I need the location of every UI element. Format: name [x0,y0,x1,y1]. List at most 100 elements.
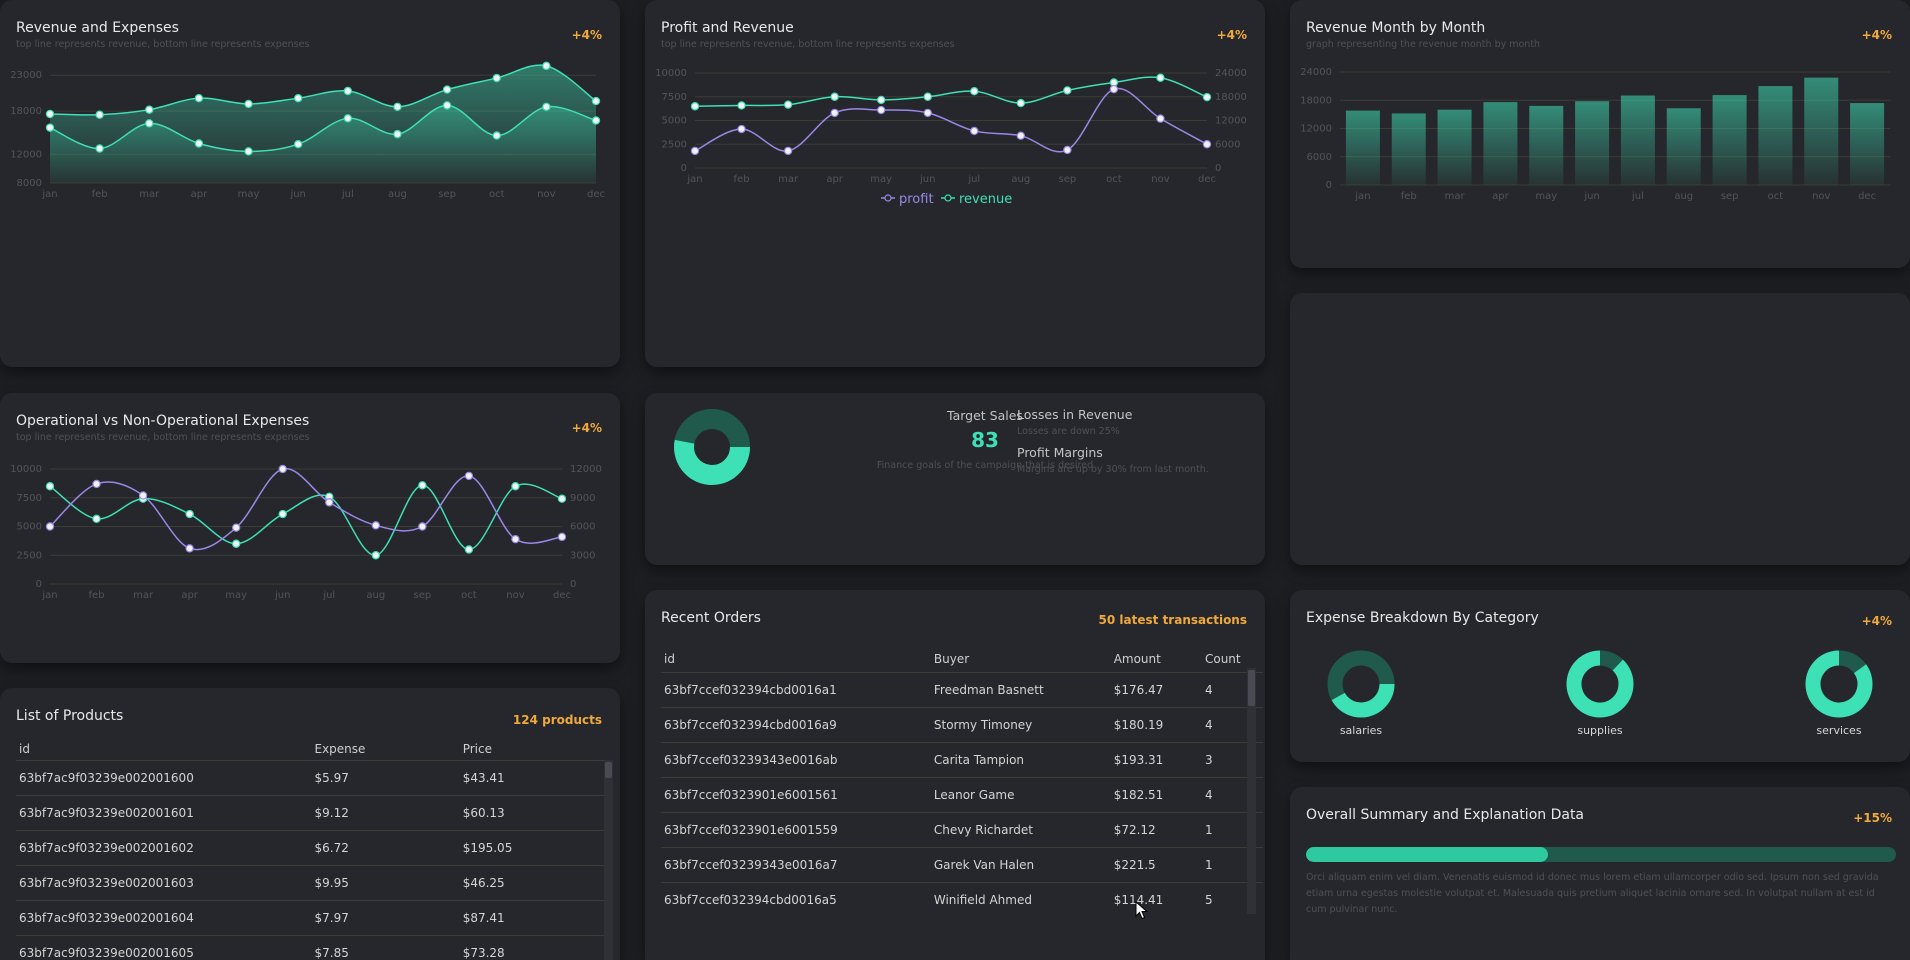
data-point [557,494,567,503]
data-point [244,147,253,156]
x-tick-label: jan [41,590,57,601]
column-header-amount[interactable]: Amount [1113,652,1161,666]
bar [1804,77,1839,185]
x-tick-label: apr [191,189,208,200]
products-scrollbar[interactable] [604,760,613,960]
data-point [970,126,979,136]
card-subtitle: top line represents revenue, bottom line… [661,39,955,50]
column-header-count[interactable]: Count [1204,652,1241,666]
data-point [492,73,501,83]
y-tick-label-left: 5000 [662,116,687,127]
operational-line [49,467,563,551]
data-point [464,545,474,554]
product-price: $43.41 [459,760,604,796]
table-row[interactable]: 63bf7ccef032394cbd0016a5 Winifield Ahmed… [661,882,1263,917]
card-title: Operational vs Non-Operational Expenses [16,413,310,429]
x-tick-label: jun [1583,191,1599,202]
x-tick-label: sep [1059,174,1077,185]
x-tick-label: sep [1721,191,1739,202]
data-point [830,108,839,118]
product-price: $46.25 [459,865,604,901]
target-sales-donut [674,409,750,485]
products-scrollbar-thumb[interactable] [605,762,612,778]
salaries-donut [1327,650,1395,718]
table-row[interactable]: 63bf7ac9f03239e002001602 $6.72 $195.05 [16,830,604,866]
table-row[interactable]: 63bf7ac9f03239e002001603 $9.95 $46.25 [16,865,604,901]
data-point [185,509,194,519]
x-tick-label: dec [553,590,571,601]
y-tick-label-left: 5000 [17,522,42,533]
order-amount: $180.19 [1110,707,1202,743]
order-amount: $72.12 [1110,812,1202,848]
table-row[interactable]: 63bf7ccef032394cbd0016a9 Stormy Timoney … [661,707,1263,743]
x-tick-label: sep [438,189,456,200]
table-row[interactable]: 63bf7ccef032394cbd0016a1 Freedman Basnet… [661,672,1263,708]
data-point [343,114,353,123]
target-sales-description: Finance goals of the campaign that is de… [876,460,1094,471]
data-point [1063,145,1072,155]
x-tick-label: aug [388,189,407,200]
x-tick-label: mar [778,174,799,185]
table-row[interactable]: 63bf7ac9f03239e002001600 $5.97 $43.41 [16,760,604,796]
y-tick-label-left: 10000 [10,464,42,475]
table-row[interactable]: 63bf7ccef03239343e0016ab Carita Tampion … [661,742,1263,778]
data-point [194,139,204,148]
table-row[interactable]: 63bf7ac9f03239e002001604 $7.97 $87.41 [16,900,604,936]
y-tick-label-right: 6000 [1215,139,1240,150]
column-header-expense[interactable]: Expense [314,742,366,756]
table-row[interactable]: 63bf7ccef0323901e6001561 Leanor Game $18… [661,777,1263,813]
data-point [371,551,381,560]
column-header-id[interactable]: id [664,652,675,666]
bar [1437,109,1472,185]
y-tick-label-right: 3000 [570,550,595,561]
table-row[interactable]: 63bf7ccef0323901e6001559 Chevy Richardet… [661,812,1263,848]
margins-subtitle: Margins are up by 30% from last month. [1017,464,1209,475]
order-id: 63bf7ccef0323901e6001559 [661,812,931,848]
orders-scrollbar-thumb[interactable] [1248,670,1255,706]
data-point [418,481,427,490]
bar [1758,86,1793,185]
orders-scrollbar[interactable] [1247,668,1256,914]
bar [1345,110,1380,185]
order-amount: $182.51 [1110,777,1202,813]
data-point [418,522,427,531]
legend-profit-label: profit [899,192,934,207]
column-header-id[interactable]: id [19,742,30,756]
order-buyer: Leanor Game [930,777,1111,813]
product-expense: $9.95 [311,865,460,901]
recent-orders-card: Recent Orders 50 latest transactions id … [645,590,1265,960]
data-point [293,93,303,103]
x-tick-label: nov [506,590,524,601]
data-point [1202,92,1212,102]
change-badge: +4% [1861,28,1892,42]
order-buyer: Winifield Ahmed [930,882,1111,917]
data-point [1156,114,1165,123]
change-badge: +4% [571,28,602,42]
table-row[interactable]: 63bf7ac9f03239e002001605 $7.85 $73.28 [16,935,604,960]
x-tick-label: feb [1401,191,1417,202]
data-point [876,105,886,115]
data-point [737,124,746,134]
data-point [45,109,55,119]
data-point [783,100,793,109]
category-salaries: salaries [1321,648,1401,737]
bar [1666,108,1701,185]
y-tick-label: 18000 [1300,95,1332,106]
data-point [138,491,148,500]
supplies-donut [1566,650,1634,718]
data-point [542,102,551,112]
column-header-price[interactable]: Price [462,742,492,756]
data-point [185,544,194,553]
table-row[interactable]: 63bf7ccef03239343e0016a7 Garek Van Halen… [661,847,1263,883]
y-tick-label: 6000 [1307,152,1332,163]
non-operational-line [49,483,563,557]
card-subtitle: top line represents revenue, bottom line… [16,39,310,50]
card-title: Revenue Month by Month [1306,20,1486,36]
column-header-buyer[interactable]: Buyer [933,652,970,666]
revenue-line [694,76,1208,107]
data-point [1202,140,1212,149]
x-tick-label: oct [1106,174,1122,185]
change-badge: +15% [1853,811,1892,825]
bar [1850,103,1885,185]
table-row[interactable]: 63bf7ac9f03239e002001601 $9.12 $60.13 [16,795,604,831]
